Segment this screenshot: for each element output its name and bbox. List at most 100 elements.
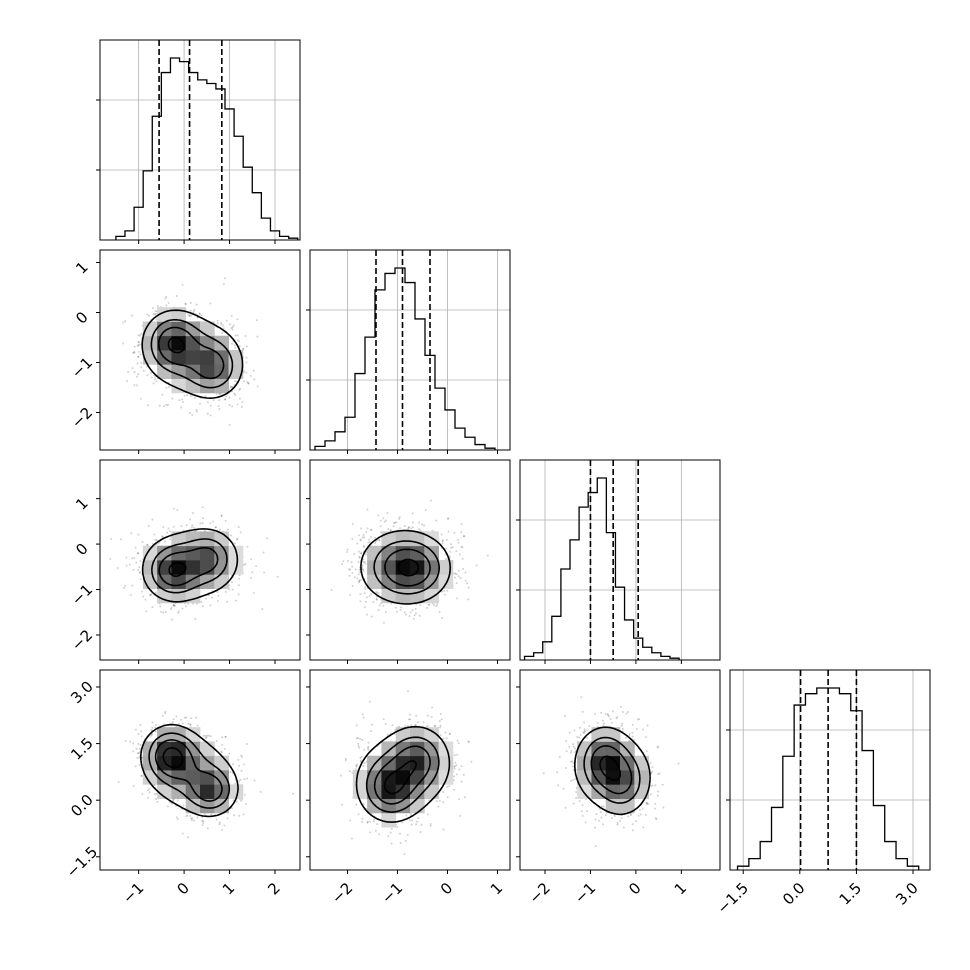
scatter-point bbox=[655, 818, 658, 821]
scatter-point bbox=[363, 762, 366, 765]
scatter-point bbox=[185, 815, 188, 818]
scatter-point bbox=[650, 771, 653, 774]
scatter-point bbox=[586, 736, 589, 739]
x-tick-label: 3.0 bbox=[892, 879, 922, 909]
scatter-point bbox=[182, 804, 185, 807]
scatter-point bbox=[204, 736, 207, 739]
scatter-point bbox=[459, 577, 462, 580]
scatter-point bbox=[132, 568, 135, 571]
scatter-point bbox=[218, 528, 221, 531]
scatter-point bbox=[635, 728, 638, 731]
scatter-point bbox=[464, 579, 467, 582]
panel-frame bbox=[519, 669, 721, 871]
scatter-point bbox=[616, 823, 619, 826]
scatter-point bbox=[570, 760, 573, 763]
scatter-point bbox=[223, 747, 226, 750]
scatter-point bbox=[249, 558, 252, 561]
scatter-point bbox=[148, 314, 151, 317]
scatter-point bbox=[147, 524, 150, 527]
density-cell bbox=[185, 531, 201, 547]
x-tick-label: −1 bbox=[378, 879, 406, 907]
scatter-point bbox=[125, 556, 128, 559]
scatter-point bbox=[138, 566, 141, 569]
scatter-point bbox=[195, 303, 198, 306]
scatter-point bbox=[153, 313, 156, 316]
scatter-point bbox=[172, 798, 175, 801]
scatter-point bbox=[139, 353, 142, 356]
scatter-point bbox=[568, 746, 571, 749]
x-tick-label: 1.5 bbox=[836, 879, 866, 909]
scatter-point bbox=[346, 551, 349, 554]
density-cell bbox=[200, 321, 215, 337]
x-tick-label: 0 bbox=[173, 879, 192, 898]
scatter-point bbox=[238, 577, 241, 580]
scatter-point bbox=[231, 342, 234, 345]
scatter-point bbox=[175, 295, 178, 298]
scatter-point bbox=[192, 819, 195, 822]
density-cell bbox=[381, 574, 397, 589]
scatter-point bbox=[237, 780, 240, 783]
scatter-point bbox=[195, 716, 198, 719]
scatter-point bbox=[184, 716, 187, 719]
scatter-point bbox=[367, 741, 370, 744]
scatter-point bbox=[180, 718, 183, 721]
scatter-point bbox=[570, 779, 573, 782]
scatter-point bbox=[146, 544, 149, 547]
scatter-point bbox=[358, 550, 361, 553]
scatter-point bbox=[154, 310, 157, 313]
scatter-point bbox=[415, 714, 418, 717]
scatter-point bbox=[191, 524, 194, 527]
density-cell bbox=[410, 755, 425, 771]
density-cell bbox=[605, 755, 621, 771]
scatter-point bbox=[194, 617, 197, 620]
scatter-point bbox=[218, 399, 221, 402]
scatter-point bbox=[347, 568, 350, 571]
density-cell bbox=[200, 378, 215, 394]
scatter-point bbox=[368, 538, 371, 541]
density-cell bbox=[620, 784, 635, 799]
scatter-point bbox=[568, 731, 571, 734]
scatter-point bbox=[606, 712, 609, 715]
scatter-point bbox=[124, 584, 127, 587]
scatter-point bbox=[570, 749, 573, 752]
scatter-point bbox=[131, 584, 134, 587]
scatter-point bbox=[172, 604, 175, 607]
scatter-point bbox=[150, 733, 153, 736]
scatter-point bbox=[229, 771, 232, 774]
scatter-point bbox=[138, 756, 141, 759]
scatter-point bbox=[227, 528, 230, 531]
density-cell bbox=[438, 574, 454, 589]
scatter-point bbox=[127, 370, 130, 373]
scatter-point bbox=[454, 572, 457, 575]
joint-panel-content bbox=[330, 499, 489, 624]
scatter-point bbox=[140, 332, 143, 335]
scatter-point bbox=[136, 384, 139, 387]
scatter-point bbox=[184, 303, 187, 306]
scatter-point bbox=[363, 606, 366, 609]
scatter-point bbox=[633, 738, 636, 741]
scatter-point bbox=[209, 404, 212, 407]
scatter-point bbox=[441, 542, 444, 545]
scatter-point bbox=[205, 736, 208, 739]
scatter-point bbox=[572, 745, 575, 748]
scatter-point bbox=[372, 820, 375, 823]
scatter-point bbox=[407, 526, 410, 529]
scatter-point bbox=[600, 816, 603, 819]
scatter-point bbox=[172, 525, 175, 528]
scatter-point bbox=[228, 404, 231, 407]
scatter-point bbox=[137, 334, 140, 337]
scatter-point bbox=[355, 803, 358, 806]
scatter-point bbox=[357, 561, 360, 564]
scatter-point bbox=[582, 731, 585, 734]
scatter-point bbox=[382, 718, 385, 721]
scatter-point bbox=[140, 361, 143, 364]
scatter-point bbox=[367, 748, 370, 751]
scatter-point bbox=[234, 542, 237, 545]
scatter-point bbox=[449, 543, 452, 546]
scatter-point bbox=[564, 806, 567, 809]
scatter-point bbox=[628, 734, 631, 737]
contour-line bbox=[365, 736, 440, 813]
scatter-point bbox=[236, 538, 239, 541]
scatter-point bbox=[196, 816, 199, 819]
y-tick-label: 1 bbox=[72, 494, 91, 513]
